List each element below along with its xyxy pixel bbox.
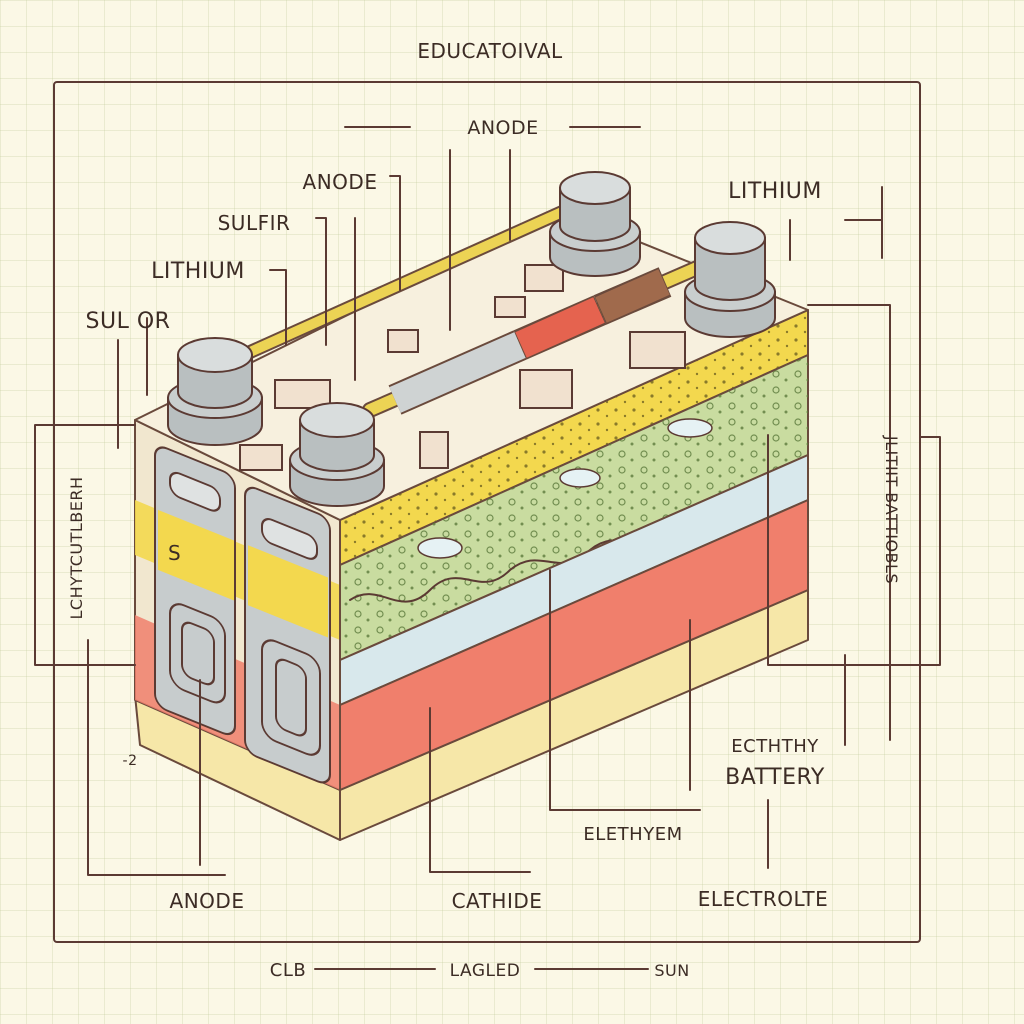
label-sulor: SUL OR	[86, 309, 171, 334]
terminal-back-left	[550, 172, 640, 276]
stud-2	[240, 445, 282, 470]
label-lithium-left: LITHIUM	[151, 259, 245, 284]
stud-8	[388, 330, 418, 352]
title-label: EDUCATOIVAL	[417, 39, 563, 63]
label-side-left: LCHYTCUTLBERH	[67, 476, 86, 619]
label-electrolte: ELECTROLTE	[698, 887, 828, 911]
footer-left: CLB	[270, 960, 306, 981]
label-lithium-right: LITHIUM	[728, 179, 822, 204]
bubble-3	[668, 419, 712, 437]
stud-6	[630, 332, 685, 368]
label-minus-mark: -2	[123, 753, 138, 769]
label-elethyem: ELETHYEM	[583, 824, 682, 845]
footer-center: LAGLED	[450, 961, 521, 981]
label-anode-top: ANODE	[467, 117, 538, 139]
stud-5	[520, 370, 572, 408]
bubble-1	[418, 538, 462, 558]
stud-7	[420, 432, 448, 468]
terminal-front-right	[290, 403, 384, 506]
label-battery: BATTERY	[725, 765, 825, 790]
s-mark: S	[168, 541, 181, 565]
label-sulfir: SULFIR	[218, 211, 291, 235]
label-cathide: CATHIDE	[452, 889, 543, 913]
stud-3	[525, 265, 563, 291]
footer-right: SUN	[654, 961, 689, 980]
terminal-front-left	[168, 338, 262, 445]
label-anode-bottom: ANODE	[170, 889, 245, 913]
stud-4	[495, 297, 525, 317]
bubble-2	[560, 469, 600, 487]
label-side-right: JLITIIT BATTIOBLS	[882, 435, 901, 584]
terminal-back-right	[685, 222, 775, 337]
label-ecththy: ECTHTHY	[731, 736, 819, 757]
label-anode-left: ANODE	[303, 170, 378, 194]
